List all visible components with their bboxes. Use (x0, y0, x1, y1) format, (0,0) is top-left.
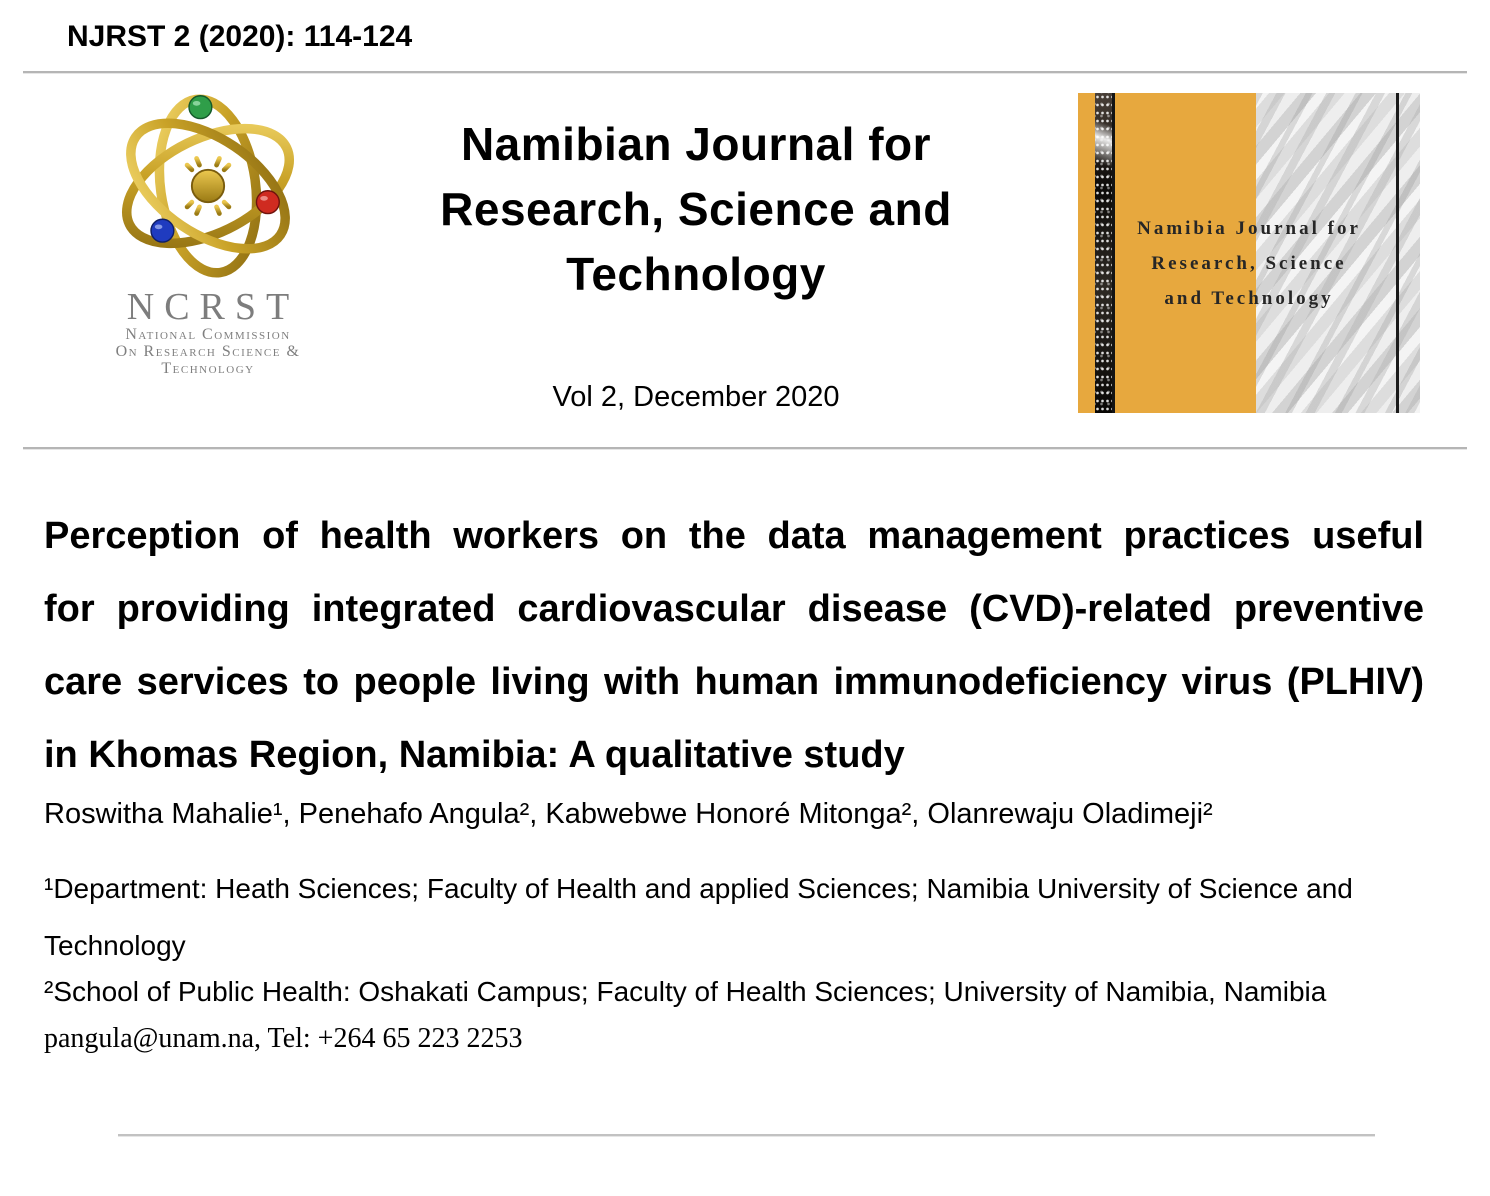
journal-citation-header: NJRST 2 (2020): 114-124 (67, 20, 413, 53)
article-title-line: care services to people living with huma… (44, 661, 1424, 703)
affiliation-2: ²School of Public Health: Oshakati Campu… (44, 976, 1327, 1007)
article-title-line: in Khomas Region, Namibia: A qualitative… (44, 734, 905, 776)
ncrst-subtitle-line2: On Research Science & Technology (115, 343, 301, 377)
cover-bark-texture (1095, 93, 1112, 413)
journal-cover-image: Namibia Journal for Research, Science an… (1078, 93, 1420, 413)
cover-title-line: Research, Science (1151, 253, 1347, 274)
article-title-line: for providing integrated cardiovascular … (44, 588, 1424, 630)
journal-title: Namibian Journal for Research, Science a… (390, 112, 1002, 307)
cover-yellow-edge (1078, 93, 1095, 413)
corresponding-author-contact: pangula@unam.na, Tel: +264 65 223 2253 (44, 1023, 523, 1054)
cover-yellow-panel (1115, 93, 1256, 413)
journal-title-line: Research, Science and (440, 183, 952, 235)
issue-line: Vol 2, December 2020 (552, 381, 840, 413)
author-list: Roswitha Mahalie¹, Penehafo Angula², Kab… (44, 798, 1213, 830)
ncrst-acronym: NCRST (126, 286, 300, 328)
journal-title-line: Namibian Journal for (460, 118, 932, 170)
affiliation-1: ¹Department: Heath Sciences; Faculty of … (44, 873, 1353, 961)
bottom-divider (118, 1134, 1375, 1136)
cover-title: Namibia Journal for Research, Science an… (1078, 211, 1420, 316)
cover-title-line: Namibia Journal for (1137, 218, 1361, 239)
ncrst-logo: NCRST National Commission On Research Sc… (70, 86, 346, 377)
ncrst-subtitle-line1: National Commission (125, 326, 291, 343)
cover-left-rule (1112, 93, 1115, 413)
cover-title-line: and Technology (1164, 288, 1334, 309)
cover-right-rule (1396, 93, 1399, 413)
masthead-divider (23, 447, 1467, 449)
top-divider (23, 71, 1467, 73)
article-title-line: Perception of health workers on the data… (44, 515, 1424, 557)
journal-title-line: Technology (566, 248, 826, 300)
cover-marble-panel (1256, 93, 1420, 413)
article-title: Perception of health workers on the data… (44, 500, 1424, 792)
atom-logo-icon (121, 94, 295, 278)
